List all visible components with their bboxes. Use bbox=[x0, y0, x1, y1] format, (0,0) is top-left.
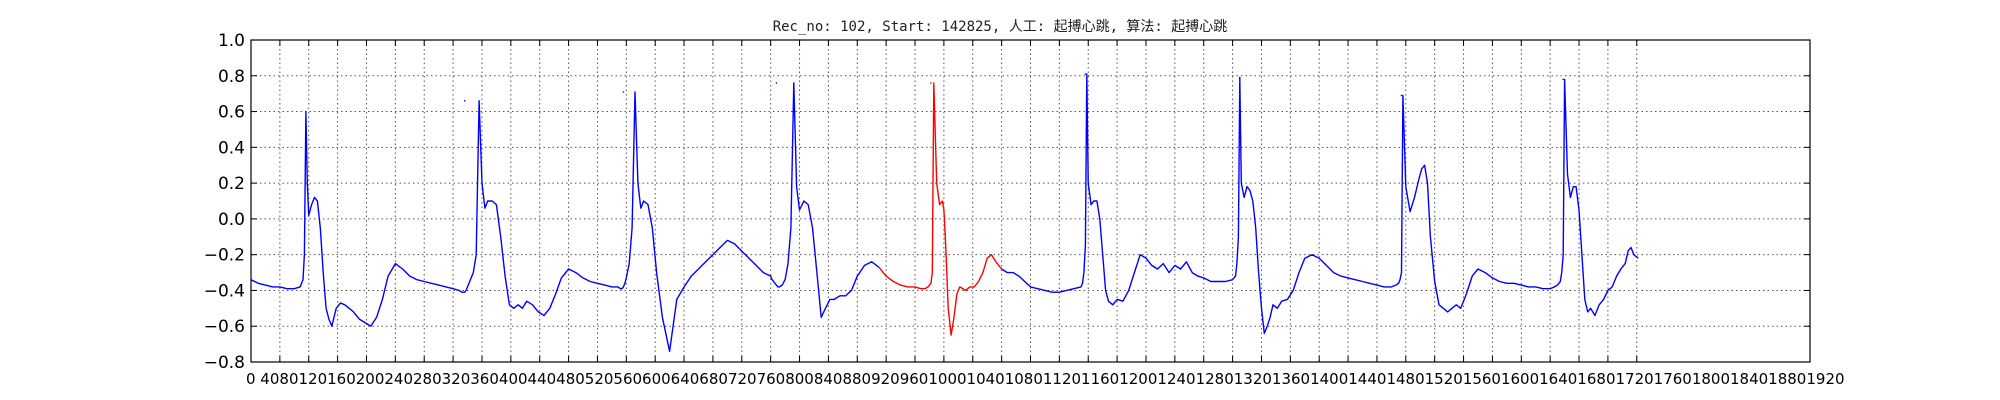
y-tick-label: −0.4 bbox=[204, 281, 245, 301]
plot-frame bbox=[250, 39, 1811, 363]
beat-peak-point bbox=[622, 91, 625, 93]
beat-peak-point bbox=[1400, 94, 1403, 97]
y-tick-label: −0.6 bbox=[204, 317, 245, 337]
y-tick-label: 0.0 bbox=[218, 210, 245, 230]
chart-title: Rec_no: 102, Start: 142825, 人工: 起搏心跳, 算法… bbox=[773, 18, 1228, 35]
y-tick-label: −0.2 bbox=[204, 246, 245, 266]
y-tick-label: 1.0 bbox=[218, 31, 245, 51]
series-layer bbox=[250, 73, 1639, 352]
y-tick-label: 0.2 bbox=[218, 174, 245, 194]
beat-peak-point bbox=[463, 100, 466, 102]
grid-layer bbox=[251, 40, 1810, 362]
beat-peak-point bbox=[930, 82, 932, 84]
beat-peak-point bbox=[775, 82, 778, 84]
ecg-trace-segment bbox=[250, 82, 880, 352]
beat-peak-point bbox=[1084, 73, 1087, 75]
y-tick-label: 0.6 bbox=[218, 103, 245, 123]
beat-peak-point bbox=[305, 110, 307, 113]
x-tick-labels: 0 40801201602002402803203604004404805205… bbox=[246, 370, 1845, 388]
y-tick-label: 0.8 bbox=[218, 67, 245, 87]
ecg-trace-segment bbox=[1001, 73, 1639, 335]
y-tick-label: 0.4 bbox=[218, 138, 245, 158]
y-tick-label: −0.8 bbox=[204, 353, 245, 373]
tick-layer: 1.0 0.8 0.6 0.4 0.2 0.0 −0.2 −0.4 −0.6 −0.8 bbox=[204, 31, 1810, 373]
highlighted-beat-segment bbox=[878, 82, 1003, 336]
beat-peak-point bbox=[1239, 76, 1241, 79]
beat-peak-point bbox=[1562, 78, 1564, 81]
